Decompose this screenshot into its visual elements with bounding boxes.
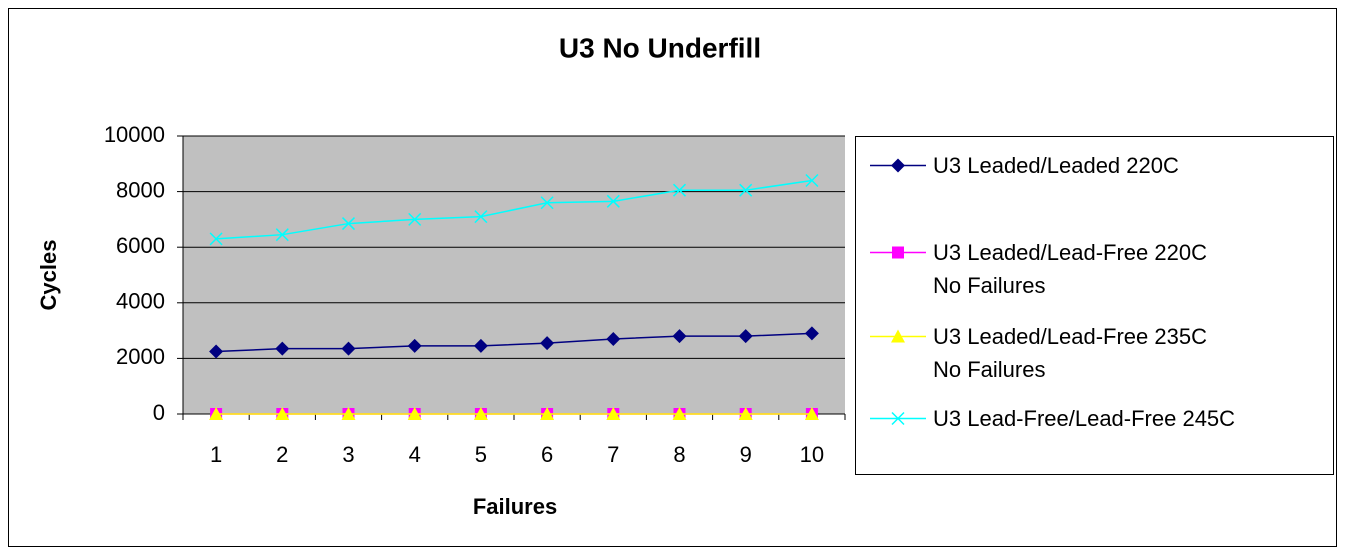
- marker: [672, 329, 687, 344]
- series-line: [216, 179, 813, 240]
- x-tick-label: 1: [210, 442, 222, 467]
- marker: [739, 183, 753, 197]
- marker: [891, 158, 905, 173]
- marker: [804, 407, 819, 420]
- series-line: [216, 332, 812, 353]
- marker: [738, 329, 753, 344]
- marker: [540, 407, 555, 420]
- plot-area: [183, 136, 845, 414]
- marker: [540, 336, 555, 351]
- marker: [672, 183, 687, 197]
- marker: [473, 407, 488, 420]
- legend: U3 Leaded/Leaded 220C U3 Leaded/Lead-Free…: [855, 136, 1334, 475]
- marker: [540, 196, 554, 210]
- marker: [474, 210, 488, 224]
- legend-label: U3 Leaded/Leaded 220C: [933, 153, 1179, 178]
- x-tick-label: 5: [475, 442, 487, 467]
- x-axis-label: Failures: [473, 494, 557, 519]
- legend-label: U3 Lead-Free/Lead-Free 245C: [933, 406, 1236, 431]
- legend-label: U3 Leaded/Lead-Free 220C No Failures: [933, 240, 1207, 298]
- x-tick-label: 10: [800, 442, 824, 467]
- marker: [341, 341, 356, 356]
- marker: [473, 338, 488, 353]
- chart-title: U3 No Underfill: [559, 32, 761, 63]
- legend-swatch: [870, 246, 926, 259]
- marker: [606, 194, 620, 208]
- marker: [738, 407, 753, 420]
- marker: [891, 329, 905, 343]
- y-axis-label: Cycles: [36, 240, 61, 311]
- marker: [805, 173, 819, 188]
- marker: [672, 407, 687, 420]
- legend-swatch: [870, 411, 926, 426]
- y-tick-label: 2000: [116, 344, 165, 369]
- marker: [209, 344, 224, 359]
- legend-swatch: [870, 329, 926, 343]
- marker: [606, 407, 621, 420]
- marker: [606, 331, 621, 346]
- legend-label: U3 Leaded/Lead-Free 235C No Failures: [933, 324, 1207, 382]
- marker: [408, 212, 422, 226]
- y-tick-label: 4000: [116, 289, 165, 314]
- x-tick-label: 6: [541, 442, 553, 467]
- marker: [275, 407, 290, 420]
- x-tick-label: 7: [607, 442, 619, 467]
- marker: [804, 326, 819, 341]
- marker: [341, 407, 356, 420]
- legend-entry: U3 Leaded/Lead-Free 235C No Failures: [856, 320, 1333, 390]
- marker: [891, 411, 905, 426]
- marker: [275, 228, 289, 242]
- marker: [275, 341, 290, 356]
- y-tick-label: 6000: [116, 233, 165, 258]
- y-tick-label: 8000: [116, 177, 165, 202]
- legend-entry: U3 Leaded/Leaded 220C: [856, 149, 1333, 219]
- marker: [341, 217, 356, 231]
- x-tick-label: 4: [409, 442, 421, 467]
- y-tick-label: 10000: [104, 122, 165, 147]
- legend-swatch: [870, 158, 926, 173]
- legend-entry: U3 Lead-Free/Lead-Free 245C: [856, 402, 1333, 472]
- x-tick-label: 2: [276, 442, 288, 467]
- marker: [892, 246, 904, 259]
- y-tick-label: 0: [153, 400, 165, 425]
- x-tick-label: 9: [740, 442, 752, 467]
- marker: [209, 232, 223, 246]
- marker: [407, 338, 422, 353]
- legend-entry: U3 Leaded/Lead-Free 220C No Failures: [856, 236, 1333, 306]
- x-tick-label: 3: [342, 442, 354, 467]
- marker: [209, 407, 224, 420]
- marker: [407, 407, 422, 420]
- x-tick-label: 8: [673, 442, 685, 467]
